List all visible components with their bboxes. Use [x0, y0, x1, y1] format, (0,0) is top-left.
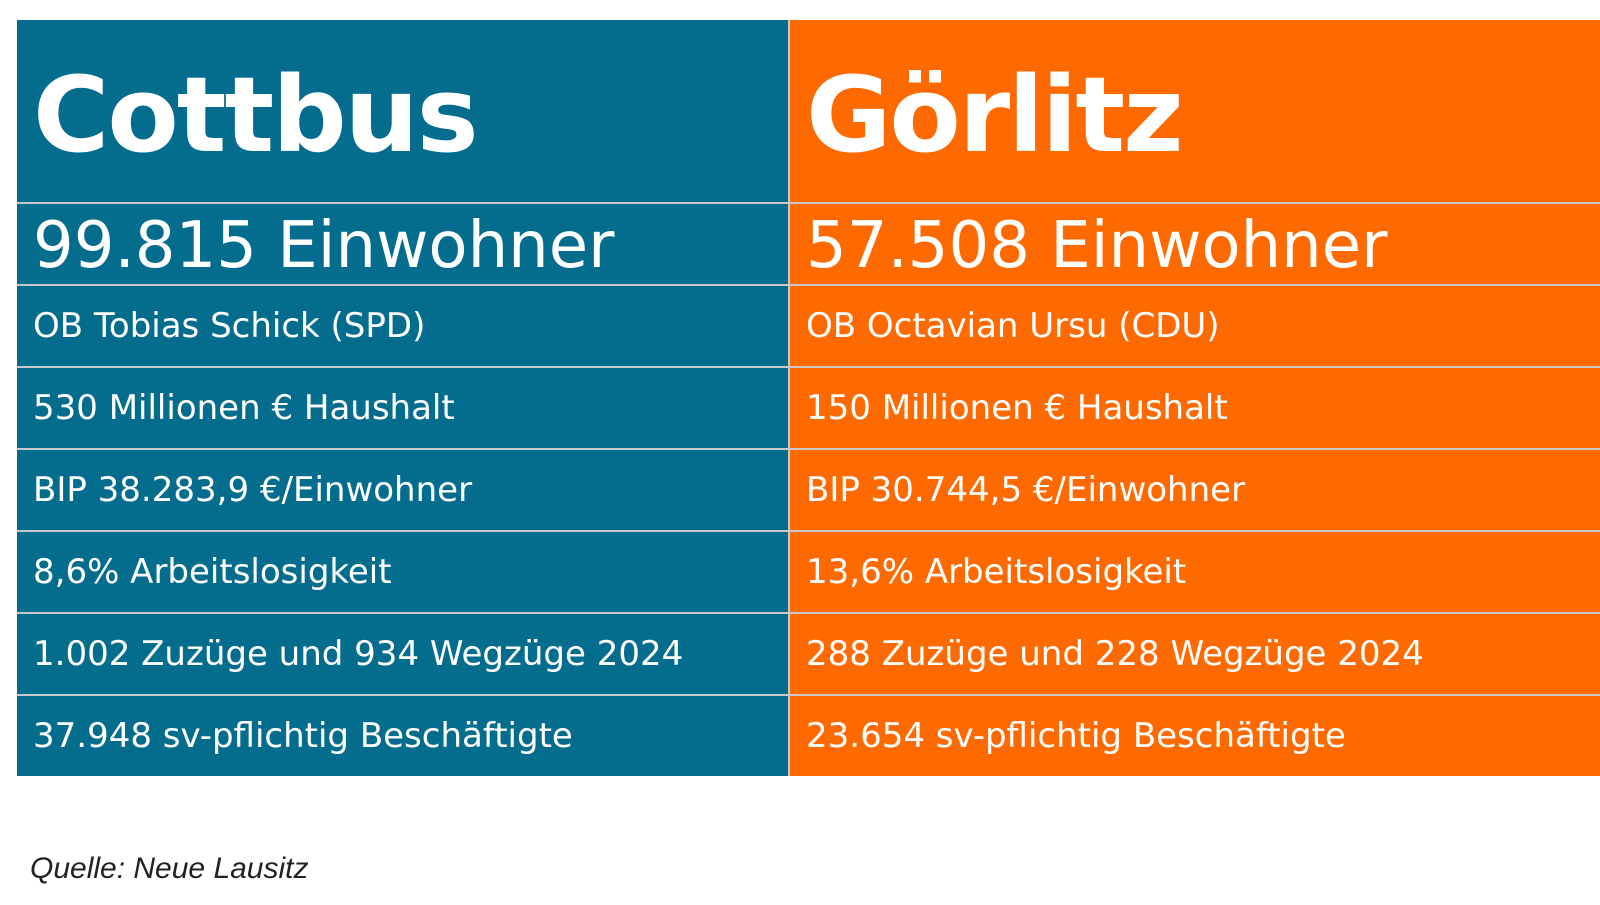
cottbus-migration: 1.002 Zuzüge und 934 Wegzüge 2024: [17, 614, 788, 694]
cottbus-mayor: OB Tobias Schick (SPD): [17, 286, 788, 366]
goerlitz-budget: 150 Millionen € Haushalt: [790, 368, 1600, 448]
goerlitz-migration: 288 Zuzüge und 228 Wegzüge 2024: [790, 614, 1600, 694]
goerlitz-population: 57.508 Einwohner: [790, 204, 1600, 284]
goerlitz-mayor: OB Octavian Ursu (CDU): [790, 286, 1600, 366]
cottbus-population: 99.815 Einwohner: [17, 204, 788, 284]
cottbus-unemployment: 8,6% Arbeitslosigkeit: [17, 532, 788, 612]
goerlitz-gdp: BIP 30.744,5 €/Einwohner: [790, 450, 1600, 530]
cottbus-gdp: BIP 38.283,9 €/Einwohner: [17, 450, 788, 530]
cottbus-title: Cottbus: [17, 20, 788, 202]
cottbus-employees: 37.948 sv-pflichtig Beschäftigte: [17, 696, 788, 776]
cottbus-budget: 530 Millionen € Haushalt: [17, 368, 788, 448]
goerlitz-unemployment: 13,6% Arbeitslosigkeit: [790, 532, 1600, 612]
goerlitz-title: Görlitz: [790, 20, 1600, 202]
comparison-table: Cottbus Görlitz 99.815 Einwohner 57.508 …: [17, 20, 1600, 776]
goerlitz-employees: 23.654 sv-pflichtig Beschäftigte: [790, 696, 1600, 776]
source-note: Quelle: Neue Lausitz: [30, 852, 309, 885]
